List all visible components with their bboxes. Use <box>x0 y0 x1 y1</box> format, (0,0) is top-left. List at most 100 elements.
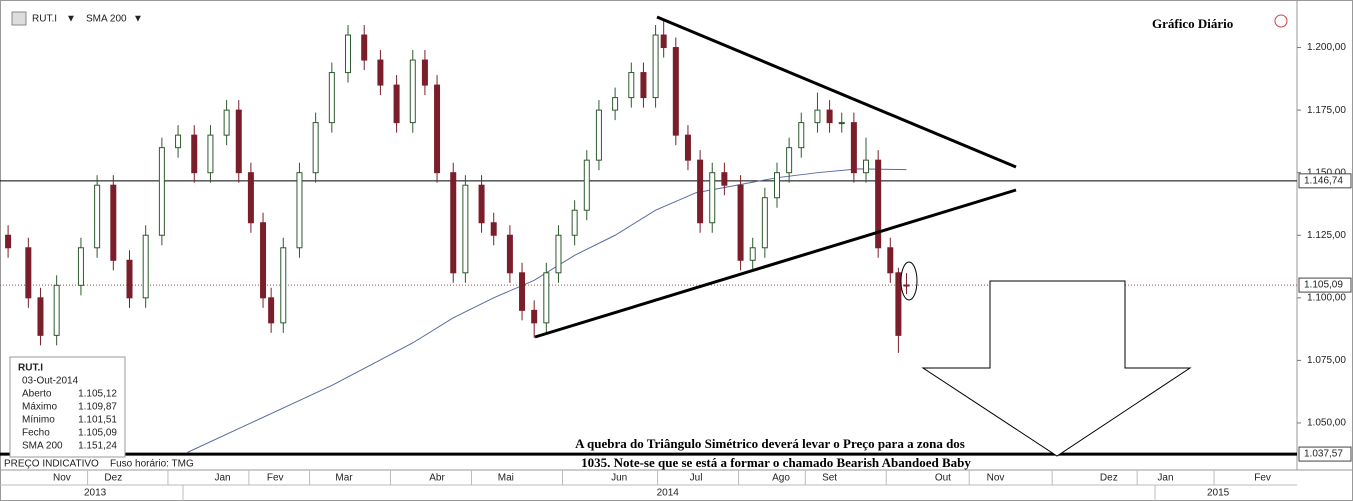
candle-body <box>312 122 319 174</box>
x-tick-label: Dez <box>104 473 122 484</box>
y-tick-label: 1.125,00 <box>1307 230 1346 241</box>
x-tick-label: Mar <box>335 473 353 484</box>
candle-body <box>434 84 441 174</box>
candle-body <box>37 297 44 336</box>
candle-body <box>737 184 744 261</box>
price-level-label: 1.146,74 <box>1304 175 1343 186</box>
candle-body <box>798 122 805 149</box>
x-tick-label: Jan <box>1157 473 1173 484</box>
candle-body <box>126 259 133 299</box>
candle-body <box>814 109 821 124</box>
annotation: 1035. Note-se que se está a formar o cha… <box>581 455 971 470</box>
clock-icon[interactable] <box>1274 14 1288 28</box>
candle-body <box>506 234 513 274</box>
candle-body <box>247 172 254 224</box>
candle-body <box>345 34 352 74</box>
candle-body <box>773 172 780 199</box>
candle-body <box>652 34 659 99</box>
candle-body <box>158 147 165 236</box>
price-level-box <box>1298 173 1352 189</box>
candle-body <box>721 172 728 186</box>
year-label: 2014 <box>657 488 680 499</box>
y-tick-label: 1.150,00 <box>1307 167 1346 178</box>
candle-body <box>175 134 182 149</box>
x-tick-label: Dez <box>1100 473 1118 484</box>
candle-body <box>749 247 756 261</box>
info-value: 1.105,09 <box>78 428 117 439</box>
symbol-icon[interactable] <box>11 11 27 26</box>
x-tick-label: Fev <box>267 473 284 484</box>
candle-body <box>887 247 894 274</box>
year-label: 2015 <box>1207 488 1230 499</box>
candle-body <box>761 197 768 249</box>
dropdown-arrow[interactable]: ▼ <box>66 14 76 25</box>
footer-label: Fuso horário: TMG <box>110 459 194 470</box>
info-value: 1.151,24 <box>78 441 117 452</box>
price-level-label: 1.037,57 <box>1304 449 1343 460</box>
y-tick-label: 1.100,00 <box>1307 292 1346 303</box>
candle-body <box>672 47 679 136</box>
trend-line <box>534 188 1017 339</box>
candle-body <box>462 184 469 274</box>
y-tick-label: 1.050,00 <box>1307 418 1346 429</box>
x-tick-label: Jul <box>690 473 703 484</box>
sma-line <box>185 168 907 454</box>
x-tick-label: Nov <box>53 473 71 484</box>
candle-body <box>328 72 335 124</box>
candle-body <box>640 72 647 99</box>
candle-body <box>543 272 550 324</box>
candle-body <box>361 34 368 61</box>
candle-body <box>223 109 230 136</box>
y-tick-label: 1.175,00 <box>1307 105 1346 116</box>
candle-body <box>660 34 667 49</box>
x-tick-label: Fev <box>1254 473 1271 484</box>
candle-body <box>268 297 275 324</box>
candle-body <box>786 147 793 174</box>
candle-body <box>684 134 691 161</box>
candle-body <box>697 159 704 224</box>
candle-body <box>450 172 457 274</box>
x-tick-label: Abr <box>429 473 445 484</box>
x-tick-label: Out <box>935 473 951 484</box>
candle-body <box>77 247 84 286</box>
price-level-box <box>1298 277 1352 293</box>
candle-body <box>903 284 910 287</box>
candle-body <box>142 234 149 299</box>
candle-body <box>393 84 400 124</box>
candle-body <box>583 159 590 211</box>
price-level-label: 1.105,09 <box>1304 280 1343 291</box>
x-tick-label: Mai <box>498 473 514 484</box>
info-label: Mínimo <box>22 415 55 426</box>
candle-body <box>555 234 562 274</box>
symbol-selector[interactable]: RUT.I <box>32 14 57 25</box>
candle-body <box>838 122 845 125</box>
candle-body <box>409 59 416 124</box>
candle-body <box>25 247 32 299</box>
candle-body <box>94 184 101 249</box>
candle-body <box>595 109 602 161</box>
info-panel: RUT.I 03-Out-2014 Aberto 1.105,12 Máximo 1.… <box>9 356 126 458</box>
info-value: 1.101,51 <box>78 415 117 426</box>
candle-body <box>478 184 485 224</box>
footer-label: PREÇO INDICATIVO <box>4 459 99 470</box>
candle-body <box>863 159 870 174</box>
candle-body <box>490 222 497 236</box>
candle-body <box>421 59 428 86</box>
candle-body <box>260 222 267 299</box>
candle-body <box>5 234 12 249</box>
candle-body <box>53 284 60 336</box>
dropdown-arrow[interactable]: ▼ <box>133 14 143 25</box>
candle-body <box>191 134 198 174</box>
year-label: 2013 <box>84 488 107 499</box>
candle-body <box>531 309 538 324</box>
info-value: 1.109,87 <box>78 402 117 413</box>
candle-body <box>826 109 833 124</box>
annotation: A quebra do Triângulo Simétrico deverá l… <box>575 436 965 451</box>
y-tick-label: 1.075,00 <box>1307 355 1346 366</box>
candle-body <box>875 159 882 249</box>
info-title: RUT.I <box>18 363 43 374</box>
x-tick-label: Nov <box>987 473 1005 484</box>
indicator-selector[interactable]: SMA 200 <box>86 14 127 25</box>
info-value: 1.105,12 <box>78 389 117 400</box>
candle-body <box>377 59 384 86</box>
